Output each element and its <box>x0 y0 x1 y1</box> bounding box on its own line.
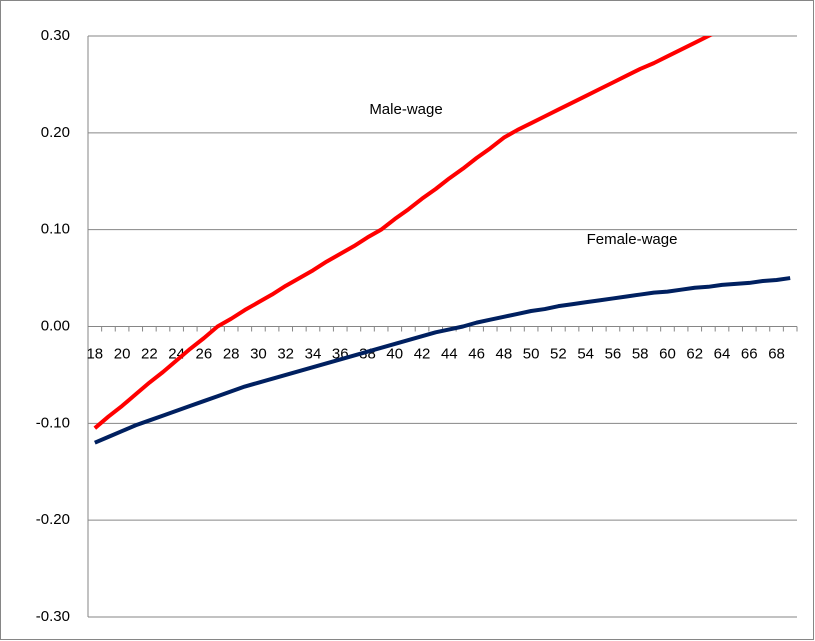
x-tick-label: 66 <box>741 345 758 362</box>
y-tick-label: -0.20 <box>36 511 70 528</box>
y-tick-label: 0.00 <box>41 317 70 334</box>
x-tick-label: 54 <box>577 345 594 362</box>
series-line <box>93 36 713 430</box>
x-tick-label: 64 <box>714 345 731 362</box>
y-tick-label: -0.30 <box>36 608 70 625</box>
x-tick-label: 42 <box>414 345 431 362</box>
x-tick-label: 18 <box>86 345 103 362</box>
x-tick-label: 32 <box>277 345 294 362</box>
x-tick-label: 40 <box>386 345 403 362</box>
x-tick-label: 48 <box>496 345 513 362</box>
series-label: Female-wage <box>587 231 678 248</box>
x-tick-label: 30 <box>250 345 267 362</box>
x-tick-label: 46 <box>468 345 485 362</box>
series-label: Male-wage <box>369 101 442 118</box>
x-tick-label: 44 <box>441 345 458 362</box>
series-line <box>94 276 791 445</box>
x-tick-label: 62 <box>686 345 703 362</box>
x-tick-label: 56 <box>605 345 622 362</box>
y-tick-label: 0.20 <box>41 124 70 141</box>
y-tick-label: -0.10 <box>36 414 70 431</box>
x-tick-label: 52 <box>550 345 567 362</box>
x-tick-label: 60 <box>659 345 676 362</box>
x-tick-label: 26 <box>196 345 213 362</box>
x-tick-label: 68 <box>768 345 785 362</box>
x-tick-label: 20 <box>114 345 131 362</box>
x-tick-label: 28 <box>223 345 240 362</box>
x-tick-label: 58 <box>632 345 649 362</box>
x-tick-label: 50 <box>523 345 540 362</box>
y-tick-label: 0.30 <box>41 27 70 44</box>
x-tick-label: 34 <box>305 345 322 362</box>
x-tick-label: 22 <box>141 345 158 362</box>
y-tick-label: 0.10 <box>41 221 70 238</box>
